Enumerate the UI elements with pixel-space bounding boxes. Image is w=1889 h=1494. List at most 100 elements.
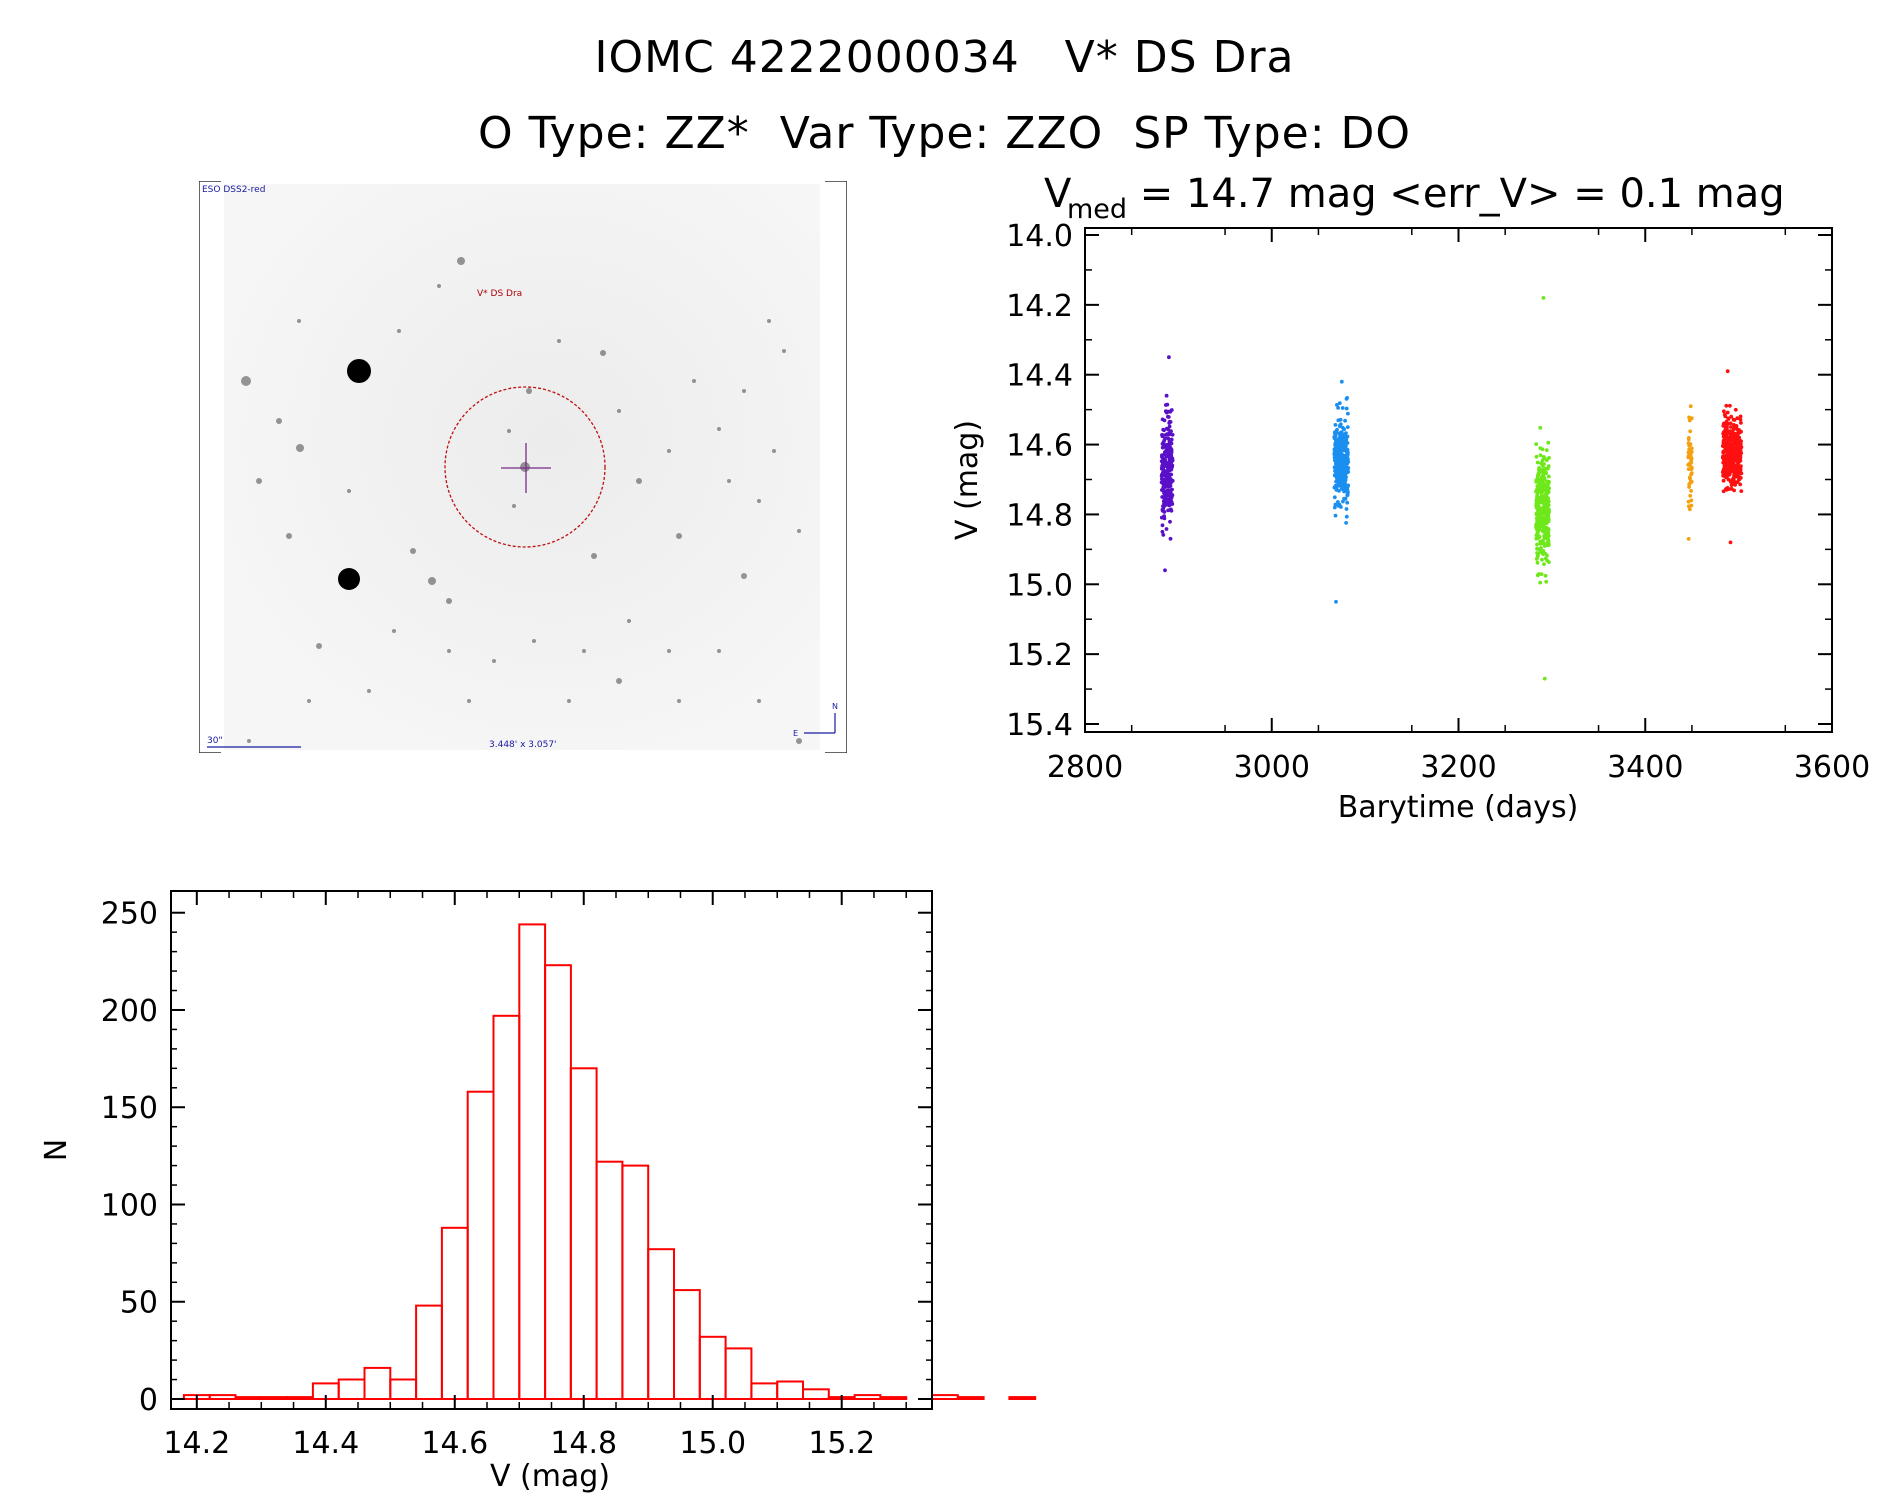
lc-point (1688, 404, 1693, 409)
lc-point (1341, 483, 1345, 488)
histogram-bar (518, 923, 547, 1401)
lc-point (1733, 407, 1738, 412)
lc-point (1534, 498, 1539, 503)
lc-point (1543, 466, 1548, 471)
lc-point (1724, 487, 1729, 492)
lc-point (1541, 455, 1546, 459)
lc-point (1686, 437, 1691, 442)
lc-point (1537, 489, 1542, 494)
lc-point (1689, 498, 1694, 503)
lc-title: V med = 14.7 mag <err_V> = 0.1 mag (1044, 171, 1785, 225)
lc-point (1169, 429, 1173, 433)
lc-point (1535, 560, 1540, 565)
lc-point (1337, 489, 1341, 493)
lc-point (1547, 510, 1551, 515)
finder-star (392, 629, 396, 633)
lc-point (1738, 467, 1743, 471)
histogram-bar (337, 1378, 366, 1400)
compass-icon (804, 713, 836, 734)
lc-point (1538, 446, 1543, 450)
lc-point (1335, 403, 1339, 407)
histogram-bar (698, 1335, 727, 1401)
lc-point (1534, 442, 1539, 446)
lc-point (1733, 454, 1738, 458)
lc-point (1722, 409, 1726, 414)
lc-point (1164, 432, 1169, 437)
lc-point (1168, 453, 1172, 457)
lc-point (1728, 480, 1733, 484)
lc-point (1732, 440, 1737, 445)
lc-point (1343, 418, 1347, 423)
lc-point (1339, 455, 1344, 460)
lc-point (1168, 503, 1172, 507)
lc-point (1535, 555, 1540, 560)
lc-point (1169, 464, 1173, 468)
lc-point (1538, 510, 1543, 515)
histogram-bar (776, 1380, 805, 1400)
histogram-bar (750, 1382, 779, 1401)
lc-point (1336, 406, 1340, 410)
lc-point (1689, 489, 1693, 493)
lc-point (1337, 401, 1342, 405)
finder-star (676, 533, 682, 539)
lc-point (1337, 473, 1342, 478)
lc-point (1688, 429, 1693, 434)
finder-star (397, 329, 401, 333)
histogram-bar (440, 1226, 469, 1401)
lc-point (1542, 516, 1547, 521)
lc-point (1537, 527, 1542, 532)
finder-star (532, 639, 536, 643)
lc-point (1170, 479, 1174, 484)
lc-point (1540, 463, 1545, 468)
lc-point (1535, 495, 1539, 500)
finder-star (667, 449, 671, 453)
lc-x-tick-label: 2800 (1047, 750, 1123, 785)
lc-point (1160, 507, 1165, 512)
finder-star (467, 699, 471, 703)
lc-point (1687, 507, 1692, 512)
lc-point (1687, 463, 1692, 467)
lc-point (1536, 471, 1541, 476)
finder-star (600, 350, 606, 356)
lc-x-tick-label: 3400 (1607, 750, 1683, 785)
lc-point (1160, 529, 1165, 534)
lc-point (1336, 478, 1341, 482)
lc-y-tick-label: 15.0 (1006, 568, 1073, 603)
lc-point (1547, 560, 1551, 564)
lc-point (1732, 459, 1736, 464)
lc-y-tick-label: 14.2 (1006, 289, 1073, 324)
lc-point (1727, 441, 1732, 446)
lc-series (1720, 369, 1744, 545)
histogram-bar (544, 964, 572, 1400)
lc-point (1344, 406, 1349, 411)
lc-x-tick-label: 3600 (1794, 750, 1870, 785)
hist-y-tick-label: 150 (101, 1091, 158, 1126)
lc-point (1167, 424, 1172, 429)
histogram-bar (492, 1014, 521, 1400)
lc-point (1335, 427, 1339, 432)
lc-point (1735, 463, 1740, 468)
lc-point (1167, 439, 1172, 443)
finder-target-cross (501, 443, 551, 493)
finder-star (767, 319, 771, 323)
lc-point (1339, 379, 1344, 384)
lc-point (1546, 466, 1550, 471)
lc-point (1338, 430, 1343, 435)
finder-fov-label: 3.448' x 3.057' (489, 740, 557, 750)
lc-point (1170, 432, 1175, 437)
histogram-bar (260, 1396, 289, 1400)
finder-star (797, 529, 801, 533)
lc-title-v: V (1044, 171, 1072, 217)
lc-point (1687, 485, 1691, 489)
lc-point (1338, 449, 1343, 454)
lc-point (1735, 440, 1739, 445)
lc-y-tick-label: 14.6 (1006, 429, 1073, 464)
finder-star (772, 449, 776, 453)
lc-point (1535, 573, 1540, 578)
finder-star (667, 649, 671, 653)
lc-point (1168, 519, 1172, 524)
finder-chart: ESO DSS2-red V* DS Dra 30" 3.448' x 3.05… (199, 181, 847, 753)
lc-point (1159, 480, 1164, 485)
finder-star (316, 643, 322, 649)
lc-point (1689, 479, 1693, 484)
